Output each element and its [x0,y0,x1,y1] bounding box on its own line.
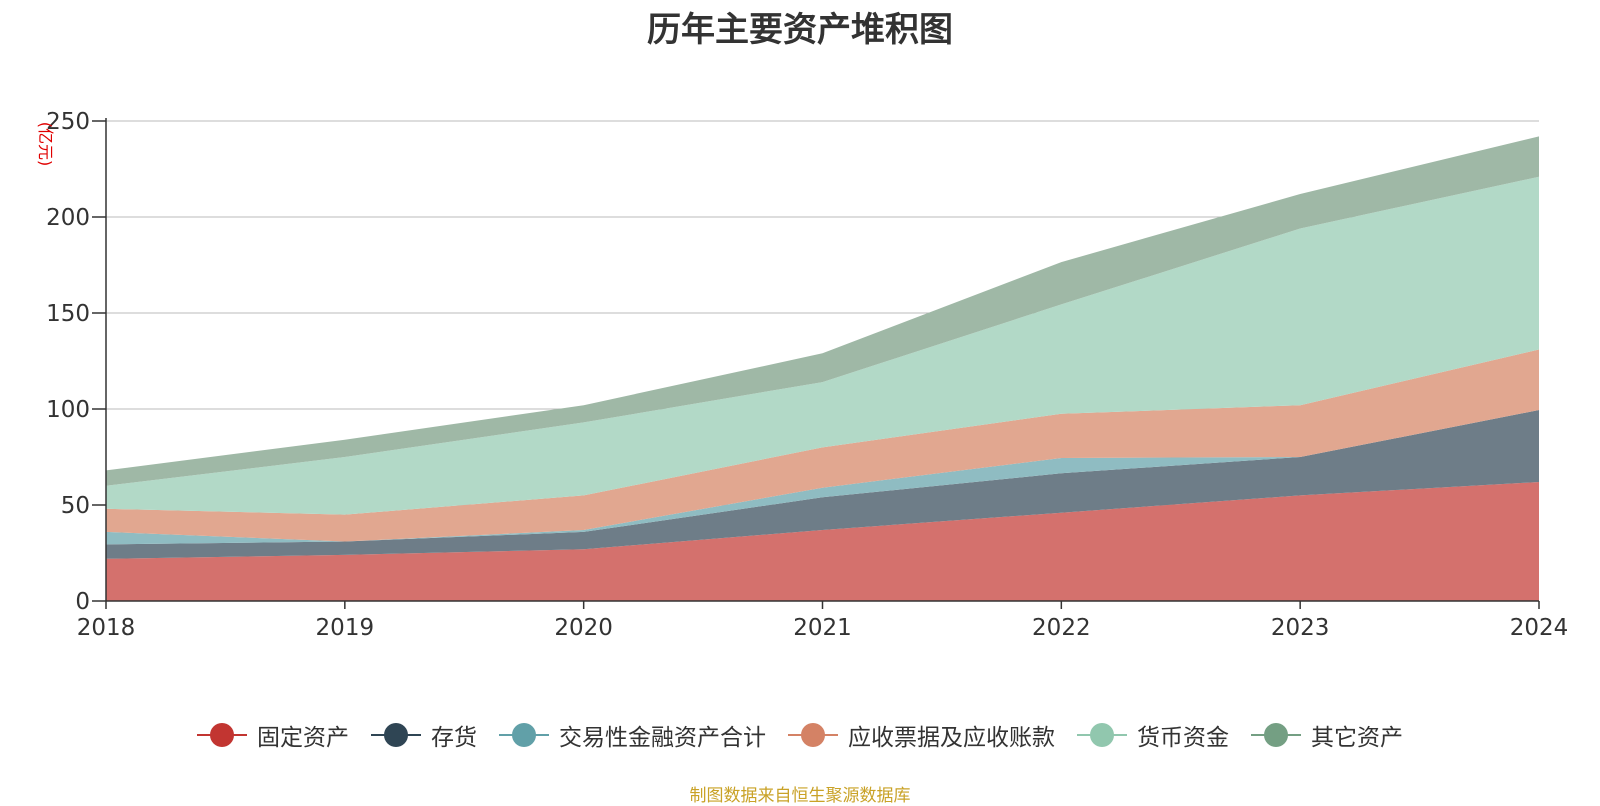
x-tick-label: 2021 [793,615,852,641]
legend-label: 固定资产 [257,725,349,751]
x-tick-label: 2020 [554,615,613,641]
legend-item-3[interactable]: 交易性金融资产合计 [499,718,766,752]
legend-item-1[interactable]: 固定资产 [197,718,349,752]
y-tick-label: 0 [75,589,90,615]
legend-marker-icon [1251,722,1301,748]
legend-item-4[interactable]: 应收票据及应收账款 [788,718,1055,752]
legend-marker-icon [499,722,549,748]
legend-label: 存货 [431,725,477,751]
stacked-areas [106,136,1539,601]
chart-title: 历年主要资产堆积图 [647,10,953,50]
legend-marker-icon [788,722,838,748]
area-series-5 [106,176,1539,515]
legend-marker-icon [197,722,247,748]
legend-label: 交易性金融资产合计 [559,725,766,751]
x-tick-labels: 2018 2019 2020 2021 2022 2023 2024 [77,601,1569,641]
area-series-6 [106,136,1539,486]
y-axis-unit-label: (亿元) [36,122,55,167]
y-tick-label: 100 [46,397,90,423]
x-tick-label: 2022 [1032,615,1091,641]
y-tick-label: 50 [61,493,90,519]
legend-item-5[interactable]: 货币资金 [1077,718,1229,752]
legend-marker-icon [1077,722,1127,748]
x-tick-label: 2024 [1510,615,1569,641]
legend-item-6[interactable]: 其它资产 [1251,718,1403,752]
legend-label: 其它资产 [1311,725,1403,751]
x-tick-label: 2019 [316,615,375,641]
legend: 固定资产 存货 交易性金融资产合计 应收票据及应收账款 货币资金 其它资产 [0,718,1600,752]
area-series-2 [106,410,1539,559]
x-tick-label: 2018 [77,615,136,641]
x-tick-label: 2023 [1271,615,1330,641]
legend-label: 应收票据及应收账款 [848,725,1055,751]
source-note: 制图数据来自恒生聚源数据库 [689,786,911,806]
legend-item-2[interactable]: 存货 [371,718,477,752]
y-tick-label: 150 [46,301,90,327]
y-tick-label: 250 [46,109,90,135]
area-series-4 [106,349,1539,542]
legend-label: 货币资金 [1137,725,1229,751]
area-series-1 [106,482,1539,601]
y-tick-label: 200 [46,205,90,231]
y-tick-labels: 0 50 100 150 200 250 [46,109,106,615]
legend-marker-icon [371,722,421,748]
